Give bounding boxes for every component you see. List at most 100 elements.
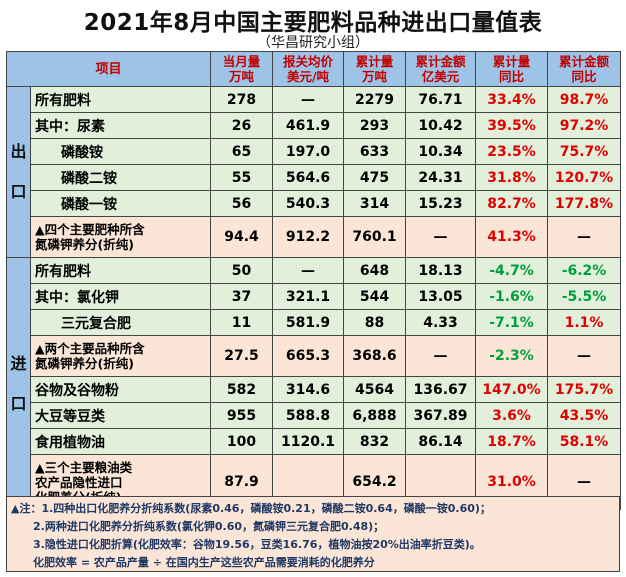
note-line-2: 2.两种进口化肥养分折纯系数(氯化钾0.60，氮磷钾三元复合肥0.48)； [33,520,385,533]
amount-yoy-cell: 43.5% [547,402,622,429]
month-volume-cell: 278 [210,86,274,113]
item-cell: 所有肥料 [29,86,212,113]
cumulative-volume-cell: 2279 [343,86,407,113]
cumulative-volume-cell: 648 [343,257,407,284]
import-row: 其中：氯化钾 37 321.1 544 13.05 -1.6% -5.5% [6,283,622,310]
cumulative-amount-cell: 13.05 [405,283,477,310]
cumulative-volume-cell: 4564 [343,376,407,403]
amount-yoy-cell: 177.8% [547,190,622,217]
export-side-label: 出口 [6,86,31,258]
month-volume-cell: 56 [210,190,274,217]
cumulative-volume-cell: 88 [343,309,407,336]
export-row: 磷酸铵 65 197.0 633 10.34 23.5% 75.7% [6,138,622,165]
price-cell: 564.6 [272,164,345,191]
price-cell: — [272,86,345,113]
volume-yoy-cell: 33.4% [475,86,549,113]
month-volume-cell: 94.4 [210,216,274,258]
cumulative-amount-cell: 76.71 [405,86,477,113]
header-month-volume: 当月量 万吨 [210,51,274,87]
cumulative-volume-cell: 368.6 [343,335,407,377]
price-cell: 321.1 [272,283,345,310]
amount-yoy-cell: 120.7% [547,164,622,191]
price-cell: 1120.1 [272,428,345,455]
cumulative-amount-cell: 86.14 [405,428,477,455]
volume-yoy-cell: 31.8% [475,164,549,191]
header-amount-yoy: 累计金额 同比 [547,51,622,87]
cumulative-amount-cell: 10.34 [405,138,477,165]
cumulative-volume-cell: 544 [343,283,407,310]
cumulative-amount-cell: 18.13 [405,257,477,284]
cumulative-amount-cell: — [405,216,477,258]
month-volume-cell: 11 [210,309,274,336]
volume-yoy-cell: 18.7% [475,428,549,455]
export-row: 其中：尿素 26 461.9 293 10.42 39.5% 97.2% [6,112,622,139]
price-cell: 461.9 [272,112,345,139]
price-cell: 197.0 [272,138,345,165]
price-cell: 540.3 [272,190,345,217]
item-cell: 所有肥料 [29,257,212,284]
page-subtitle: （华昌研究小组） [257,35,369,51]
cumulative-amount-cell: 367.89 [405,402,477,429]
price-cell: 665.3 [272,335,345,377]
amount-yoy-cell: -6.2% [547,257,622,284]
amount-yoy-cell: — [547,216,622,258]
month-volume-cell: 50 [210,257,274,284]
item-cell: 谷物及谷物粉 [29,376,212,403]
cumulative-volume-cell: 475 [343,164,407,191]
month-volume-cell: 955 [210,402,274,429]
volume-yoy-cell: 3.6% [475,402,549,429]
month-volume-cell: 26 [210,112,274,139]
volume-yoy-cell: 41.3% [475,216,549,258]
price-cell: 912.2 [272,216,345,258]
cumulative-amount-cell: 15.23 [405,190,477,217]
month-volume-cell: 582 [210,376,274,403]
import-row: ▲两个主要品种所含 氮磷钾养分(折纯) 27.5 665.3 368.6— -2.3% — [6,335,622,377]
import-row: 食用植物油 100 1120.1 832 86.14 18.7% 58.1% [6,428,622,455]
volume-yoy-cell: 147.0% [475,376,549,403]
export-row: ▲四个主要肥种所含 氮磷钾养分(折纯) 94.4 912.2 760.1—41.3% — [6,216,622,258]
data-table: 项目 当月量 万吨 报关均价 美元/吨 累计量 万吨 累计金额 亿美元 累计量 … [5,51,622,510]
import-row: 三元复合肥 11 581.9 88 4.33 -7.1% 1.1% [6,309,622,336]
volume-yoy-cell: -7.1% [475,309,549,336]
header-row: 项目 当月量 万吨 报关均价 美元/吨 累计量 万吨 累计金额 亿美元 累计量 … [5,51,622,87]
header-cumulative-volume: 累计量 万吨 [343,51,407,87]
volume-yoy-cell: -4.7% [475,257,549,284]
month-volume-cell: 37 [210,283,274,310]
note-line-3: 3.隐性进口化肥折算(化肥效率：谷物19.56，豆类16.76，植物油按20%出… [33,538,481,551]
item-cell: 磷酸二铵 [29,164,212,191]
volume-yoy-cell: 39.5% [475,112,549,139]
amount-yoy-cell: — [547,335,622,377]
item-cell: ▲四个主要肥种所含 氮磷钾养分(折纯) [29,216,212,258]
amount-yoy-cell: -5.5% [547,283,622,310]
amount-yoy-cell: 97.2% [547,112,622,139]
note-line-4: 化肥效率 = 农产品产量 ÷ 在国内生产这些农产品需要消耗的化肥养分 [33,556,375,569]
volume-yoy-cell: 82.7% [475,190,549,217]
item-cell: 磷酸铵 [29,138,212,165]
cumulative-amount-cell: — [405,335,477,377]
amount-yoy-cell: 75.7% [547,138,622,165]
cumulative-volume-cell: 832 [343,428,407,455]
item-cell: 其中：尿素 [29,112,212,139]
export-row: 磷酸二铵 55 564.6 475 24.31 31.8% 120.7% [6,164,622,191]
header-price: 报关均价 美元/吨 [272,51,345,87]
price-cell: 588.8 [272,402,345,429]
item-cell: 三元复合肥 [29,309,212,336]
volume-yoy-cell: -1.6% [475,283,549,310]
notes-box: ▲注：1.四种出口化肥养分折纯系数(尿素0.46，磷酸铵0.21，磷酸二铵0.6… [6,496,620,572]
month-volume-cell: 27.5 [210,335,274,377]
price-cell: 314.6 [272,376,345,403]
month-volume-cell: 100 [210,428,274,455]
item-cell: ▲两个主要品种所含 氮磷钾养分(折纯) [29,335,212,377]
import-side-label: 进口 [6,257,31,510]
volume-yoy-cell: 23.5% [475,138,549,165]
cumulative-volume-cell: 6,888 [343,402,407,429]
header-item: 项目 [5,51,212,87]
amount-yoy-cell: 98.7% [547,86,622,113]
amount-yoy-cell: 1.1% [547,309,622,336]
cumulative-amount-cell: 24.31 [405,164,477,191]
price-cell: 581.9 [272,309,345,336]
cumulative-amount-cell: 4.33 [405,309,477,336]
month-volume-cell: 65 [210,138,274,165]
month-volume-cell: 55 [210,164,274,191]
cumulative-volume-cell: 760.1 [343,216,407,258]
